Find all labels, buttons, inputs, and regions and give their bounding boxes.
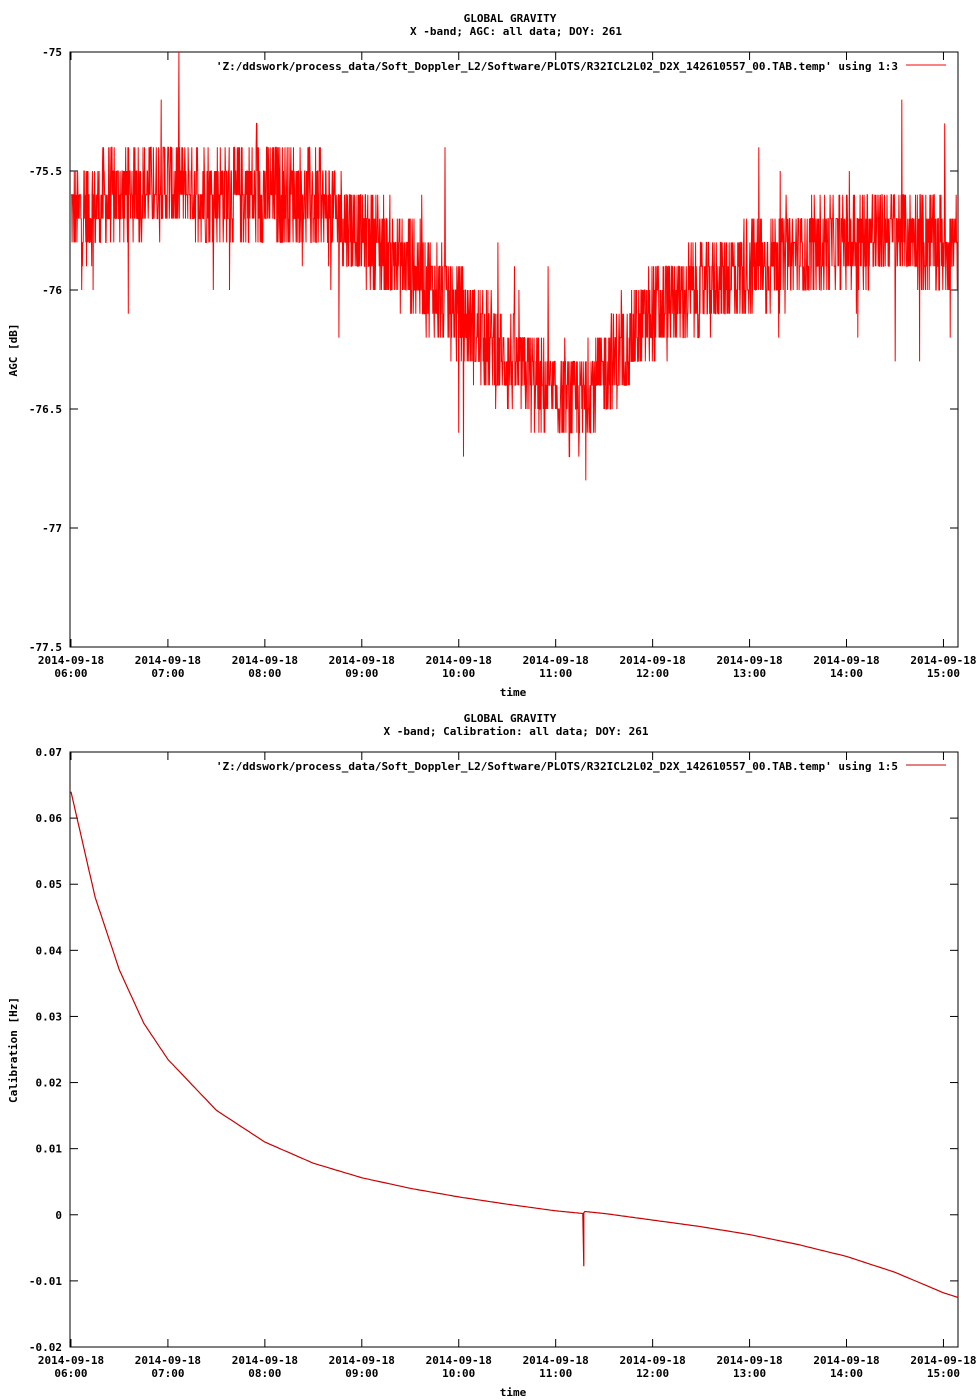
calibration-chart: GLOBAL GRAVITY X -band; Calibration: all… <box>7 712 977 1399</box>
calibration-chart-ytick-label: 0.05 <box>36 878 63 891</box>
calibration-chart-ytick-label: 0.06 <box>36 812 63 825</box>
agc-chart-series-line <box>71 51 959 481</box>
calibration-chart-xtick-time: 09:00 <box>345 1367 378 1380</box>
calibration-chart-xtick-date: 2014-09-18 <box>813 1354 879 1367</box>
calibration-chart-xtick-date: 2014-09-18 <box>135 1354 201 1367</box>
calibration-chart-xtick-date: 2014-09-18 <box>716 1354 782 1367</box>
agc-chart-xtick-date: 2014-09-18 <box>426 654 492 667</box>
agc-chart-xtick-date: 2014-09-18 <box>329 654 395 667</box>
agc-chart-ytick-label: -75 <box>42 46 62 59</box>
calibration-chart-xtick-time: 11:00 <box>539 1367 572 1380</box>
agc-chart-xtick-date: 2014-09-18 <box>620 654 686 667</box>
agc-chart-xtick-time: 07:00 <box>151 667 184 680</box>
calibration-chart-ytick-label: 0.02 <box>36 1077 63 1090</box>
calibration-chart-ylabel: Calibration [Hz] <box>7 997 20 1103</box>
calibration-chart-frame <box>69 751 959 1348</box>
agc-chart-xtick-time: 06:00 <box>54 667 87 680</box>
agc-chart-xtick-time: 12:00 <box>636 667 669 680</box>
agc-chart-frame <box>69 51 959 648</box>
agc-chart-xtick-time: 13:00 <box>733 667 766 680</box>
calibration-chart-xtick-time: 15:00 <box>927 1367 960 1380</box>
agc-chart-xtick-date: 2014-09-18 <box>910 654 976 667</box>
calibration-chart-xtick-date: 2014-09-18 <box>426 1354 492 1367</box>
calibration-chart-title: GLOBAL GRAVITY <box>464 712 557 725</box>
calibration-chart-xtick-time: 06:00 <box>54 1367 87 1380</box>
calibration-chart-ytick-label: 0 <box>55 1209 62 1222</box>
calibration-chart-xtick-time: 08:00 <box>248 1367 281 1380</box>
agc-chart-subtitle: X -band; AGC: all data; DOY: 261 <box>410 25 622 38</box>
agc-chart-xtick-date: 2014-09-18 <box>38 654 104 667</box>
agc-chart-xtick-time: 15:00 <box>927 667 960 680</box>
agc-chart-xtick-time: 14:00 <box>830 667 863 680</box>
calibration-chart-xtick-date: 2014-09-18 <box>38 1354 104 1367</box>
agc-chart-ytick-label: -77.5 <box>29 641 62 654</box>
agc-chart-xtick-time: 10:00 <box>442 667 475 680</box>
calibration-chart-series-line <box>70 791 959 1298</box>
calibration-chart-xtick-date: 2014-09-18 <box>232 1354 298 1367</box>
agc-chart: GLOBAL GRAVITY X -band; AGC: all data; D… <box>7 12 977 699</box>
calibration-chart-xtick-date: 2014-09-18 <box>910 1354 976 1367</box>
agc-chart-xtick-date: 2014-09-18 <box>232 654 298 667</box>
calibration-chart-subtitle: X -band; Calibration: all data; DOY: 261 <box>384 725 649 738</box>
agc-chart-xtick-date: 2014-09-18 <box>716 654 782 667</box>
calibration-chart-ytick-label: -0.02 <box>29 1341 62 1354</box>
agc-chart-ytick-label: -77 <box>42 522 62 535</box>
calibration-chart-xtick-time: 10:00 <box>442 1367 475 1380</box>
agc-chart-ytick-label: -75.5 <box>29 165 62 178</box>
agc-chart-xtick-time: 11:00 <box>539 667 572 680</box>
agc-chart-xtick-time: 09:00 <box>345 667 378 680</box>
calibration-chart-xtick-time: 12:00 <box>636 1367 669 1380</box>
calibration-chart-xlabel: time <box>500 1386 527 1399</box>
agc-chart-legend-label: 'Z:/ddswork/process_data/Soft_Doppler_L2… <box>216 60 898 73</box>
calibration-chart-ytick-label: 0.01 <box>36 1143 63 1156</box>
agc-chart-ylabel: AGC [dB] <box>7 324 20 377</box>
agc-chart-xtick-time: 08:00 <box>248 667 281 680</box>
calibration-chart-ytick-label: 0.03 <box>36 1010 63 1023</box>
agc-chart-xtick-date: 2014-09-18 <box>813 654 879 667</box>
calibration-chart-legend-label: 'Z:/ddswork/process_data/Soft_Doppler_L2… <box>216 760 898 773</box>
calibration-chart-xtick-time: 07:00 <box>151 1367 184 1380</box>
calibration-chart-xtick-time: 14:00 <box>830 1367 863 1380</box>
agc-chart-xtick-date: 2014-09-18 <box>135 654 201 667</box>
agc-chart-xlabel: time <box>500 686 527 699</box>
calibration-chart-ytick-label: 0.04 <box>36 944 63 957</box>
agc-chart-title: GLOBAL GRAVITY <box>464 12 557 25</box>
calibration-chart-xtick-date: 2014-09-18 <box>329 1354 395 1367</box>
calibration-chart-xtick-time: 13:00 <box>733 1367 766 1380</box>
calibration-chart-ytick-label: 0.07 <box>36 746 63 759</box>
agc-chart-ytick-label: -76 <box>42 284 62 297</box>
agc-chart-xtick-date: 2014-09-18 <box>523 654 589 667</box>
calibration-chart-xtick-date: 2014-09-18 <box>620 1354 686 1367</box>
agc-chart-ytick-label: -76.5 <box>29 403 62 416</box>
calibration-chart-xtick-date: 2014-09-18 <box>523 1354 589 1367</box>
calibration-chart-ytick-label: -0.01 <box>29 1275 62 1288</box>
